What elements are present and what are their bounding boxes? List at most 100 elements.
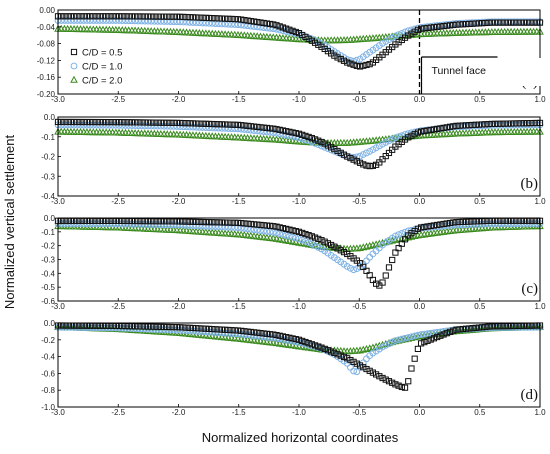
data-point [257,329,264,337]
data-point [77,17,84,24]
data-point [167,13,174,20]
data-point [221,326,229,333]
data-point [314,243,322,251]
data-point [164,323,171,331]
data-point [234,219,242,226]
panels: -3.0 -2.5 -2.0 -1.5 -1.0 -0.5 0.0 0.5 1.0 0.00 -0.… [37,6,546,417]
data-point [89,17,97,24]
data-point [398,29,406,37]
data-point [517,120,524,127]
data-point [533,19,540,26]
data-point [421,223,428,231]
data-point [524,19,531,26]
data-point [418,224,425,231]
data-point [350,266,358,274]
legend-label: C/D = 1.0 [82,62,122,73]
y-tick-label: -0.4 [41,192,55,201]
data-point [103,118,110,126]
data-point [408,30,415,37]
data-point [292,130,299,137]
data-point [430,24,438,31]
x-tick-label: -2.0 [172,95,186,104]
data-point [202,124,210,131]
data-point [427,222,434,230]
data-point [231,219,238,226]
data-point [363,162,370,169]
data-point [511,120,518,127]
data-point [263,128,271,136]
data-point [469,20,476,27]
data-point [170,323,177,331]
data-point [212,326,219,333]
data-point [195,123,203,131]
data-point [443,124,450,131]
x-tick-label: -1.0 [292,95,306,104]
data-point [408,365,415,372]
data-point [151,323,158,330]
data-point [221,223,229,231]
data-point [163,18,171,25]
data-point [440,220,447,228]
data-point [93,13,100,20]
data-point [292,336,299,343]
data-point [366,61,373,68]
data-point [418,25,425,32]
data-point [475,20,483,27]
data-point [466,325,473,332]
series-c-d-1-0 [54,220,544,274]
data-point [286,26,293,33]
data-point [279,231,287,239]
x-tick-label: -1.5 [232,302,246,311]
data-point [173,218,180,225]
data-point [434,333,441,341]
y-tick-label: -0.6 [41,369,55,378]
data-point [141,323,148,330]
data-point [205,325,213,333]
y-tick-label: -0.1 [41,228,55,237]
data-point [160,221,168,229]
data-point [263,222,270,229]
data-point [176,123,184,130]
x-tick-label: 0.0 [414,302,426,311]
data-point [112,121,120,129]
legend-label: C/D = 0.5 [82,48,122,59]
data-point [389,256,396,264]
data-point [392,337,399,345]
data-point [427,24,434,31]
data-point [453,122,460,129]
x-tick-label: -1.0 [292,302,306,311]
data-point [234,224,242,232]
data-point [475,121,483,128]
data-point [350,358,357,365]
data-point [318,344,325,351]
data-point [157,221,165,228]
data-point [331,243,338,250]
data-point [276,126,283,133]
y-tick-label: -0.2 [41,336,55,345]
data-point [266,125,274,132]
data-point [74,13,81,20]
data-point [337,352,344,359]
data-point [524,120,531,127]
data-point [299,337,306,345]
y-tick-label: 0.0 [44,113,56,122]
data-point [379,140,386,148]
data-point [334,54,341,61]
data-point [138,122,145,130]
data-point [73,17,81,24]
data-point [160,218,168,225]
data-point [58,118,65,126]
data-point [315,235,322,242]
data-point [87,118,94,126]
data-point [247,126,255,134]
data-point [266,24,274,32]
data-point [369,162,377,169]
data-point [434,221,441,229]
data-point [170,13,177,20]
data-point [459,325,466,333]
data-point [112,119,119,126]
data-point [157,122,165,130]
y-tick-label: -0.04 [37,23,56,32]
data-point [440,124,447,131]
series-c-d-0-5 [54,118,544,170]
